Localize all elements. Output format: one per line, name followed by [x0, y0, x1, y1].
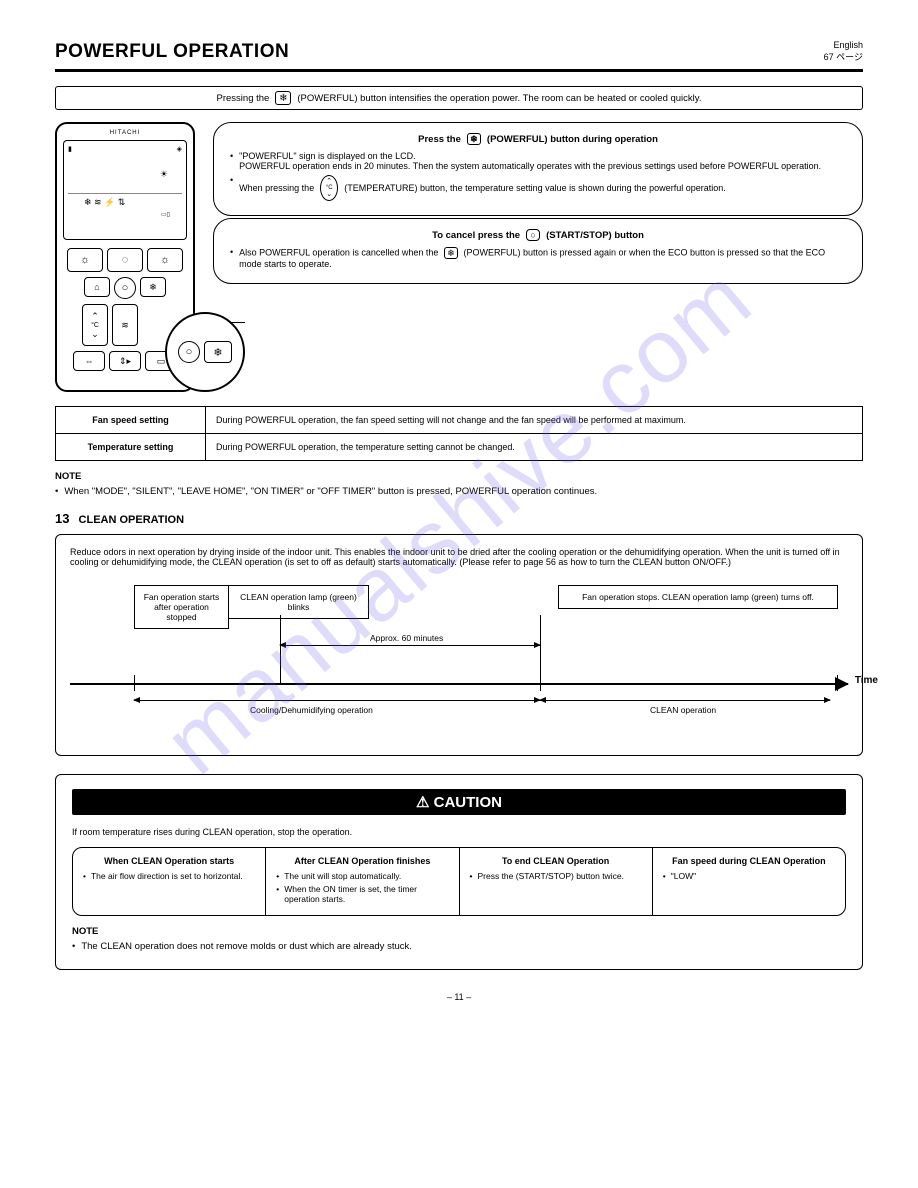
- bubble-cancel: To cancel press the ○ (START/STOP) butto…: [213, 218, 863, 284]
- note-item: When "MODE", "SILENT", "LEAVE HOME", "ON…: [55, 486, 863, 497]
- screen-top-row: ▮◈: [68, 145, 182, 153]
- section-num: 13: [55, 511, 69, 526]
- section-heading: 13 CLEAN OPERATION: [55, 511, 863, 526]
- remote-screen: ▮◈ ☀ ❄ ≋ ⚡ ⇅ ▭▯: [63, 140, 187, 240]
- wifi-icon: ▮: [68, 145, 72, 153]
- signal-icon: ◈: [177, 145, 182, 153]
- sun-icon: ☀: [160, 169, 168, 180]
- span-label-60min: Approx. 60 minutes: [370, 633, 443, 643]
- caution-note: NOTE The CLEAN operation does not remove…: [72, 926, 846, 952]
- section-title: CLEAN OPERATION: [79, 514, 185, 526]
- heat-button[interactable]: ☼: [67, 248, 103, 272]
- caution-item: When the ON timer is set, the timer oper…: [276, 884, 448, 904]
- caution-cell: When CLEAN Operation starts The air flow…: [73, 848, 266, 915]
- tick: [837, 675, 838, 691]
- caution-table: When CLEAN Operation starts The air flow…: [72, 847, 846, 916]
- swing-v-button[interactable]: ⇕▸: [109, 351, 141, 371]
- table-row: Fan speed setting During POWERFUL operat…: [56, 407, 863, 434]
- page-title: POWERFUL OPERATION: [55, 41, 289, 63]
- eco-icon: ▭▯: [161, 211, 170, 218]
- bubble2-step1: Also POWERFUL operation is cancelled whe…: [230, 247, 846, 269]
- remote-column: HITACHI ▮◈ ☀ ❄ ≋ ⚡ ⇅ ▭▯ ☼ ◌ ☼ ⌂ ○ ❄: [55, 122, 195, 392]
- banner-prefix: Pressing the: [217, 93, 270, 104]
- setting-value: During POWERFUL operation, the temperatu…: [206, 434, 863, 461]
- span-label-cooling: Cooling/Dehumidifying operation: [250, 705, 373, 715]
- stop-icon: ○: [526, 229, 540, 241]
- span-label-clean: CLEAN operation: [650, 705, 716, 715]
- caution-cell: Fan speed during CLEAN Operation "LOW": [653, 848, 845, 915]
- caution-cell: To end CLEAN Operation Press the (START/…: [460, 848, 653, 915]
- fan-speed-button[interactable]: ≋: [112, 304, 138, 346]
- bubble2-heading: To cancel press the ○ (START/STOP) butto…: [230, 229, 846, 241]
- setting-label: Fan speed setting: [56, 407, 206, 434]
- note-title: NOTE: [55, 471, 863, 482]
- powerful-button[interactable]: ❄: [140, 277, 166, 297]
- time-label: Time: [855, 675, 878, 686]
- timeline-intro: Reduce odors in next operation by drying…: [70, 547, 848, 567]
- caution-cell: After CLEAN Operation finishes The unit …: [266, 848, 459, 915]
- caution-item: Press the (START/STOP) button twice.: [470, 871, 642, 881]
- page-number: – 11 –: [55, 992, 863, 1002]
- note-block-1: NOTE When "MODE", "SILENT", "LEAVE HOME"…: [55, 471, 863, 497]
- caution-cell-title: Fan speed during CLEAN Operation: [663, 856, 835, 866]
- caution-item: The air flow direction is set to horizon…: [83, 871, 255, 881]
- clean-timeline: Reduce odors in next operation by drying…: [55, 534, 863, 756]
- mag-power-button: ○: [178, 341, 200, 363]
- caution-block: ⚠ CAUTION If room temperature rises duri…: [55, 774, 863, 970]
- caution-cell-title: After CLEAN Operation finishes: [276, 856, 448, 866]
- tick: [540, 675, 541, 691]
- bubble1-step2: When pressing the ⌃°C⌄ (TEMPERATURE) but…: [230, 175, 846, 201]
- remote-and-bubbles: HITACHI ▮◈ ☀ ❄ ≋ ⚡ ⇅ ▭▯ ☼ ◌ ☼ ⌂ ○ ❄: [55, 122, 863, 392]
- temp-button[interactable]: ⌃°C⌄: [82, 304, 108, 346]
- banner-suffix: (POWERFUL) button intensifies the operat…: [297, 93, 701, 104]
- bubble1-step1: "POWERFUL" sign is displayed on the LCD.…: [230, 151, 846, 171]
- snowflake-icon: ❄: [275, 91, 291, 105]
- caution-line: If room temperature rises during CLEAN o…: [72, 827, 846, 837]
- intro-banner: Pressing the ❄ (POWERFUL) button intensi…: [55, 86, 863, 110]
- note-title: NOTE: [72, 926, 846, 937]
- setting-value: During POWERFUL operation, the fan speed…: [206, 407, 863, 434]
- caution-item: The unit will stop automatically.: [276, 871, 448, 881]
- span-arrow-60min: [280, 645, 540, 646]
- tick-line: [540, 615, 541, 683]
- note-item: The CLEAN operation does not remove mold…: [72, 941, 846, 952]
- timeline-box-3: Fan operation stops. CLEAN operation lam…: [558, 585, 838, 609]
- tick: [134, 675, 135, 691]
- instruction-bubbles: Press the ❄ (POWERFUL) button during ope…: [213, 122, 863, 284]
- setting-label: Temperature setting: [56, 434, 206, 461]
- timeline-box-1: Fan operation starts after operation sto…: [134, 585, 229, 629]
- screen-divider: [68, 193, 182, 194]
- remote-brand: HITACHI: [63, 130, 187, 136]
- caution-cell-title: To end CLEAN Operation: [470, 856, 642, 866]
- tick-line: [280, 615, 281, 683]
- screen-mode-icons: ❄ ≋ ⚡ ⇅: [84, 197, 125, 208]
- span-arrow-clean: [540, 700, 830, 701]
- page-lang: English 67 ページ: [824, 40, 863, 63]
- bubble1-heading: Press the ❄ (POWERFUL) button during ope…: [230, 133, 846, 145]
- fan-button[interactable]: ⌂: [84, 277, 110, 297]
- magnifier-circle: ○ ❄: [165, 312, 245, 392]
- cool-button[interactable]: ☼: [147, 248, 183, 272]
- dry-button[interactable]: ◌: [107, 248, 143, 272]
- page-header: POWERFUL OPERATION English 67 ページ: [55, 40, 863, 72]
- temp-chevron-icon: ⌃°C⌄: [320, 175, 338, 201]
- snowflake-icon: ❄: [467, 133, 481, 145]
- bubble-start: Press the ❄ (POWERFUL) button during ope…: [213, 122, 863, 216]
- caution-bar: ⚠ CAUTION: [72, 789, 846, 815]
- timeline-box-2: CLEAN operation lamp (green) blinks: [229, 585, 369, 619]
- timeline-main-arrow: [70, 683, 848, 685]
- caution-item: "LOW": [663, 871, 835, 881]
- mag-powerful-button: ❄: [204, 341, 232, 363]
- power-button[interactable]: ○: [114, 277, 136, 299]
- snowflake-icon: ❄: [444, 247, 458, 259]
- swing-h-button[interactable]: ⇔: [73, 351, 105, 371]
- span-arrow-cooling: [134, 700, 540, 701]
- table-row: Temperature setting During POWERFUL oper…: [56, 434, 863, 461]
- settings-table: Fan speed setting During POWERFUL operat…: [55, 406, 863, 461]
- caution-cell-title: When CLEAN Operation starts: [83, 856, 255, 866]
